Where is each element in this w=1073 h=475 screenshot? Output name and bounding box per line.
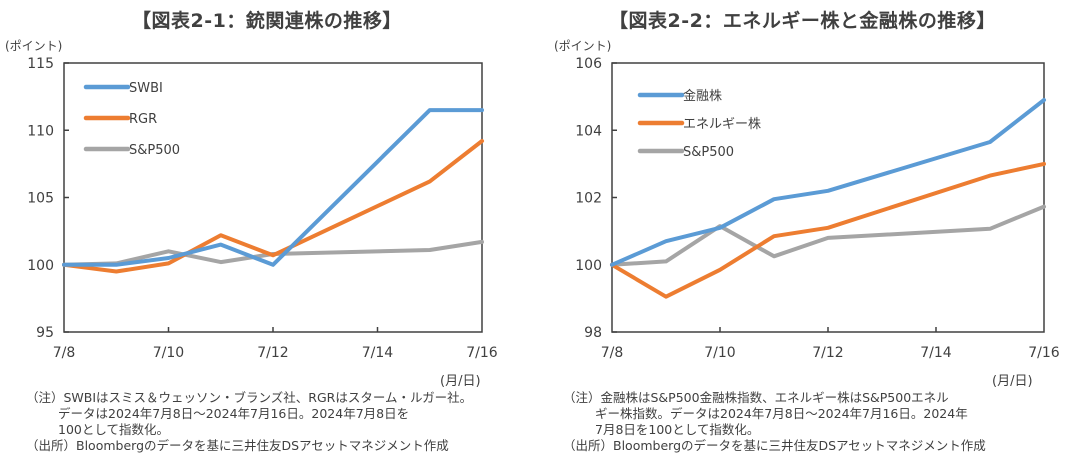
series-line-swbi xyxy=(62,108,484,267)
chart-panel-right: 【図表2-2：エネルギー株と金融株の推移】 (ポイント) 98 100 102 104… xyxy=(537,0,1073,475)
y-tick-label: 104 xyxy=(575,123,602,139)
y-tick-label: 102 xyxy=(575,191,602,207)
chart-title: 【図表2-1：銃関連株の推移】 xyxy=(132,10,402,32)
source-line: （出所）Bloombergのデータを基に三井住友DSアセットマネジメント作成 xyxy=(563,438,986,453)
x-tick-label: 7/8 xyxy=(53,345,76,361)
x-tick-label: 7/14 xyxy=(920,345,952,361)
source-line: （出所）Bloombergのデータを基に三井住友DSアセットマネジメント作成 xyxy=(26,438,449,453)
y-tick-label: 100 xyxy=(27,258,54,274)
chart-panel-left: 【図表2-1：銃関連株の推移】 (ポイント) 95 100 105 110 115 7/8… xyxy=(0,0,536,475)
x-tick-label: 7/8 xyxy=(601,345,624,361)
line-chart-gun-stocks: 95 100 105 110 115 7/8 7/10 7/12 7/14 7/16 SWBI RGR… xyxy=(27,56,498,361)
plot-area-frame xyxy=(63,62,483,333)
x-tick-label: 7/12 xyxy=(812,345,843,361)
note-line: ギー株指数。データは2024年7月8日～2024年7月16日。2024年 xyxy=(595,406,968,421)
series-line-rgr xyxy=(62,139,484,274)
legend-label: S&P500 xyxy=(683,145,734,160)
x-tick-label: 7/12 xyxy=(257,345,288,361)
chart-notes: （注）SWBIはスミス＆ウェッソン・ブランズ社、RGRはスターム・ルガー社。 デ… xyxy=(26,390,526,454)
y-tick-label: 95 xyxy=(36,325,54,341)
note-line: （注）金融株はS&P500金融株指数、エネルギー株はS&P500エネル xyxy=(563,390,949,405)
y-tick-label: 105 xyxy=(27,191,54,207)
note-line: 7月8日を100として指数化。 xyxy=(595,422,760,437)
x-tick-label: 7/10 xyxy=(704,345,735,361)
x-axis-unit-label: (月/日) xyxy=(440,374,481,389)
note-line: データは2024年7月8日～2024年7月16日。2024年7月8日を xyxy=(58,406,410,421)
x-tick-label: 7/14 xyxy=(362,345,394,361)
note-line: （注）SWBIはスミス＆ウェッソン・ブランズ社、RGRはスターム・ルガー社。 xyxy=(26,390,473,405)
legend-label: エネルギー株 xyxy=(683,117,761,132)
y-axis-unit-label: (ポイント) xyxy=(5,39,63,53)
x-tick-label: 7/16 xyxy=(1028,345,1060,361)
series-line-- xyxy=(610,98,1046,267)
series-line-- xyxy=(610,161,1046,299)
series-line-s-p500 xyxy=(610,204,1046,267)
legend-label: 金融株 xyxy=(683,88,722,104)
x-tick-label: 7/10 xyxy=(153,345,184,361)
legend-label: SWBI xyxy=(129,81,163,96)
note-line: 100として指数化。 xyxy=(58,422,169,437)
y-tick-label: 106 xyxy=(575,56,602,72)
y-tick-label: 100 xyxy=(575,258,602,274)
line-chart-energy-financial-stocks: 98 100 102 104 106 7/8 7/10 7/12 7/14 7/16 金融株エネルギ… xyxy=(575,56,1060,361)
x-axis-unit-label: (月/日) xyxy=(992,374,1033,389)
y-tick-label: 98 xyxy=(584,325,602,341)
x-tick-label: 7/16 xyxy=(466,345,498,361)
chart-title: 【図表2-2：エネルギー株と金融株の推移】 xyxy=(609,10,996,32)
chart-notes: （注）金融株はS&P500金融株指数、エネルギー株はS&P500エネル ギー株指… xyxy=(563,390,1068,454)
y-tick-label: 115 xyxy=(27,56,54,72)
y-tick-label: 110 xyxy=(27,123,54,139)
y-axis-unit-label: (ポイント) xyxy=(554,39,612,53)
legend-label: RGR xyxy=(129,112,157,127)
legend-label: S&P500 xyxy=(129,143,180,158)
